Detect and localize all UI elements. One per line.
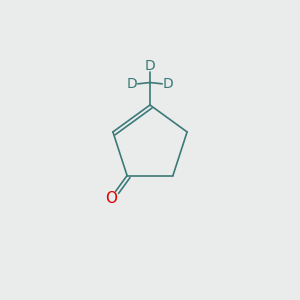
Text: D: D xyxy=(127,77,137,91)
Text: D: D xyxy=(145,59,155,74)
Text: O: O xyxy=(105,190,117,206)
Text: D: D xyxy=(163,77,173,91)
